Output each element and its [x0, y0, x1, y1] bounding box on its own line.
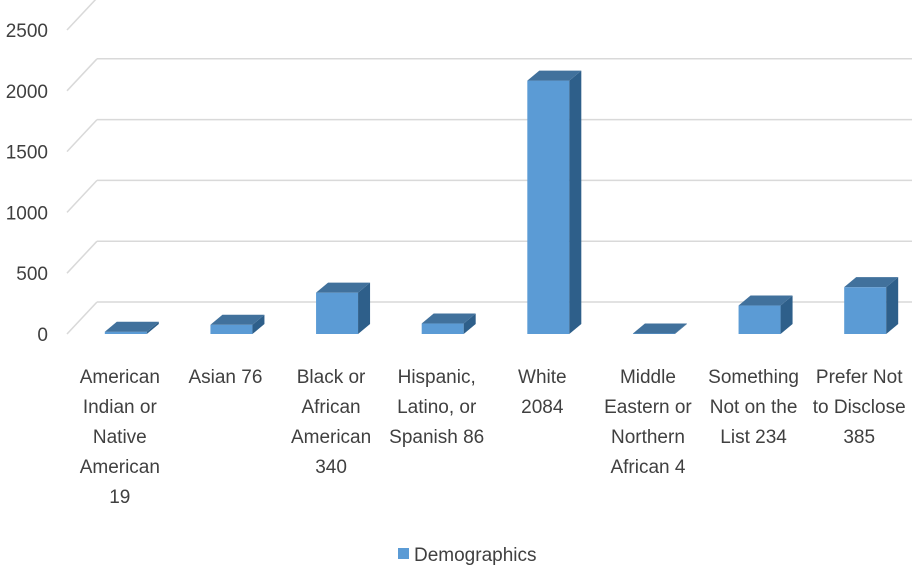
bar-side — [146, 321, 159, 334]
bar-front — [210, 324, 253, 334]
grid-diagonal — [66, 0, 97, 31]
x-tick-label: American Indian or Native American 19 — [80, 367, 160, 508]
grid-diagonal — [66, 301, 98, 335]
bars — [104, 70, 899, 334]
bar-side — [674, 323, 687, 334]
bar — [104, 321, 159, 334]
bar-top — [316, 282, 371, 293]
y-tick-label: 2000 — [6, 82, 48, 103]
y-tick-label: 1500 — [6, 143, 48, 164]
x-tick-label: Something Not on the List 234 — [708, 367, 799, 448]
y-tick-label: 1000 — [6, 203, 48, 224]
grid-diagonal — [66, 179, 98, 213]
bar — [316, 282, 371, 334]
y-tick-label: 2500 — [6, 21, 48, 42]
x-tick-label: Black or African American 340 — [291, 367, 371, 478]
bar — [527, 70, 582, 334]
bar-side — [252, 314, 265, 334]
bar-front — [316, 292, 359, 334]
bar-front — [421, 323, 464, 334]
x-tick-label: Hispanic, Latino, or Spanish 86 — [389, 367, 484, 448]
bar — [210, 314, 265, 334]
grid-diagonal — [66, 58, 98, 92]
bar-side — [886, 277, 899, 334]
x-tick-label: Middle Eastern or Northern African 4 — [604, 367, 692, 478]
bar-top — [738, 295, 793, 306]
bar-top — [104, 321, 159, 332]
bar-side — [569, 70, 582, 334]
legend-swatch — [398, 548, 409, 559]
bar — [421, 313, 476, 334]
grid-diagonal — [66, 119, 98, 153]
legend-label: Demographics — [414, 545, 537, 566]
gridlines — [66, 0, 912, 335]
grid-diagonal — [66, 240, 98, 274]
bar-front — [104, 331, 147, 334]
y-tick-label: 0 — [37, 325, 48, 346]
y-tick-label: 500 — [16, 264, 48, 285]
bar — [738, 295, 793, 334]
bar-top — [527, 70, 582, 81]
bar — [632, 323, 687, 334]
x-axis-labels: American Indian or Native American 19 Asian 7… — [80, 367, 906, 508]
bar-side — [358, 282, 371, 334]
bar-top — [844, 277, 899, 288]
bar-front — [844, 287, 887, 334]
bar-top — [210, 314, 265, 325]
bar-front — [738, 305, 781, 334]
x-tick-label: Prefer Not to Disclose 385 — [813, 367, 906, 448]
bar-front — [527, 80, 570, 334]
bar-side — [780, 295, 793, 334]
bar-top — [632, 323, 687, 334]
bar — [844, 277, 899, 334]
y-axis: 0 500 1000 1500 2000 2500 — [6, 21, 48, 346]
bar-top — [421, 313, 476, 324]
x-tick-label: White 2084 — [518, 367, 567, 418]
legend: Demographics — [398, 545, 537, 566]
x-tick-label: Asian 76 — [188, 367, 262, 388]
bar-side — [463, 313, 476, 334]
